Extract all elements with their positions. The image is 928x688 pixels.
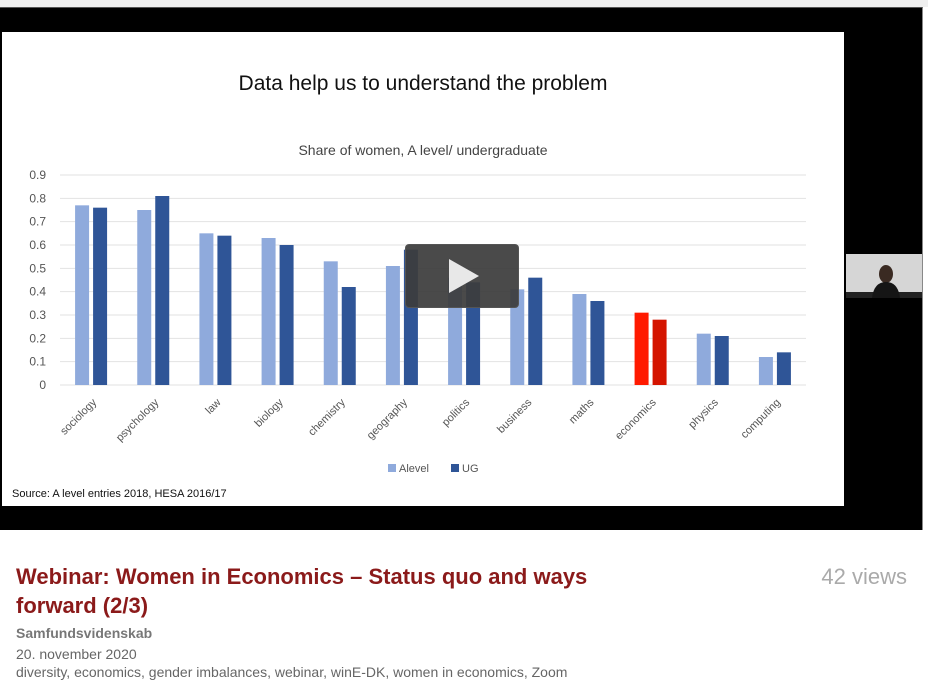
top-strip xyxy=(0,0,928,7)
x-tick-label: politics xyxy=(440,396,473,429)
y-tick-label: 0.5 xyxy=(29,261,46,275)
y-tick-label: 0.1 xyxy=(29,355,46,369)
x-tick-label: maths xyxy=(567,396,597,426)
bar-alevel-economics xyxy=(634,312,649,385)
bar-alevel-maths xyxy=(572,294,587,385)
webcam-thumbnail[interactable] xyxy=(846,254,922,298)
tags: diversity, economics, gender imbalances,… xyxy=(16,664,568,680)
legend-label: Alevel xyxy=(399,463,429,475)
speaker-video-icon xyxy=(846,254,922,298)
organization[interactable]: Samfundsvidenskab xyxy=(16,625,153,641)
y-tick-label: 0.4 xyxy=(29,285,46,299)
publish-date: 20. november 2020 xyxy=(16,646,137,662)
legend-swatch xyxy=(451,464,459,472)
play-button[interactable] xyxy=(405,244,519,308)
view-count: 42 views xyxy=(821,564,907,589)
legend-label: UG xyxy=(462,463,479,475)
video-title[interactable]: Webinar: Women in Economics – Status quo… xyxy=(16,564,588,618)
x-tick-label: geography xyxy=(365,396,411,442)
bar-alevel-geography xyxy=(385,266,400,385)
bar-alevel-physics xyxy=(696,333,711,385)
play-icon xyxy=(449,259,479,293)
video-player[interactable]: Data help us to understand the problem S… xyxy=(0,7,923,530)
bar-ug-maths xyxy=(590,301,605,385)
x-tick-label: physics xyxy=(686,396,721,431)
bar-chart: 0 0.1 0.2 0.3 0.4 0.5 0.6 0.7 0.8 0.9 sociology psy… xyxy=(29,168,806,475)
slide-title: Data help us to understand the problem xyxy=(238,72,608,95)
bar-alevel-chemistry xyxy=(323,261,338,385)
bar-alevel-business xyxy=(510,289,525,385)
slide: Data help us to understand the problem S… xyxy=(2,32,844,506)
y-tick-label: 0.2 xyxy=(29,331,46,345)
x-tick-label: business xyxy=(495,396,535,436)
bar-ug-politics xyxy=(466,282,481,385)
bar-ug-economics xyxy=(652,319,667,385)
bar-alevel-psychology xyxy=(137,210,152,385)
bar-ug-sociology xyxy=(93,207,108,385)
bar-ug-computing xyxy=(776,352,791,385)
bar-alevel-law xyxy=(199,233,214,385)
x-tick-label: chemistry xyxy=(306,396,348,438)
bar-ug-psychology xyxy=(155,196,170,385)
bar-ug-biology xyxy=(279,245,294,385)
bar-ug-law xyxy=(217,235,232,385)
x-tick-label: sociology xyxy=(58,396,99,437)
bar-ug-physics xyxy=(714,336,729,385)
x-tick-label: economics xyxy=(613,396,659,442)
x-tick-label: law xyxy=(203,397,223,417)
legend-swatch xyxy=(388,464,396,472)
source-note: Source: A level entries 2018, HESA 2016/… xyxy=(12,488,227,500)
bar-ug-business xyxy=(528,277,543,385)
x-tick-label: psychology xyxy=(114,396,162,444)
bar-alevel-computing xyxy=(758,357,773,385)
x-tick-label: computing xyxy=(739,397,783,441)
y-tick-label: 0 xyxy=(39,378,46,392)
bar-ug-chemistry xyxy=(341,287,356,385)
y-tick-label: 0.6 xyxy=(29,238,46,252)
y-tick-label: 0.3 xyxy=(29,308,46,322)
y-tick-label: 0.9 xyxy=(29,168,46,182)
y-tick-label: 0.8 xyxy=(29,191,46,205)
chart-title: Share of women, A level/ undergraduate xyxy=(298,142,548,158)
y-tick-label: 0.7 xyxy=(29,215,46,229)
bar-alevel-sociology xyxy=(75,205,90,385)
bar-alevel-biology xyxy=(261,238,276,385)
x-tick-label: biology xyxy=(253,396,286,429)
